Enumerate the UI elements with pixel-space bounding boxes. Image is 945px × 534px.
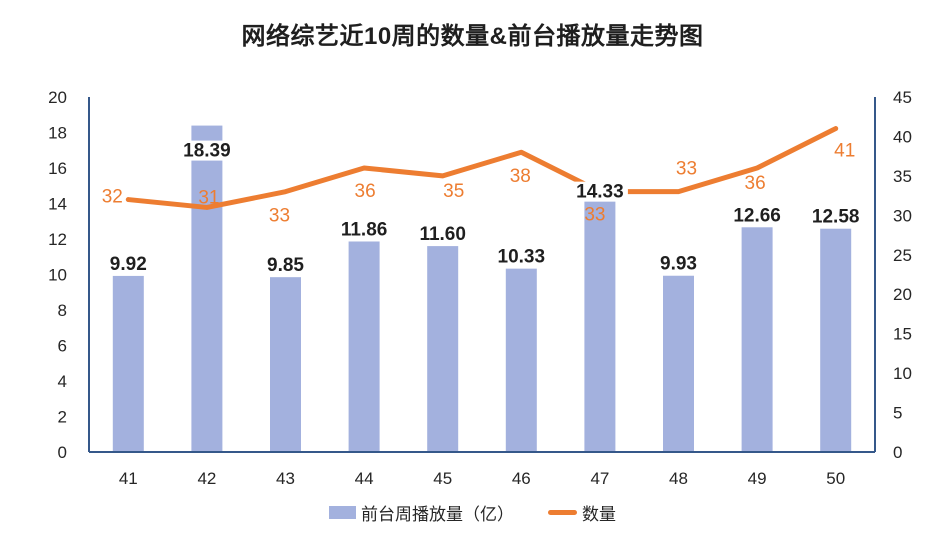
right-axis-tick: 0 <box>893 443 902 462</box>
left-axis-tick: 16 <box>48 159 67 178</box>
line-label: 36 <box>355 181 376 202</box>
chart-legend: 前台周播放量（亿） 数量 <box>0 497 945 527</box>
bar-label-bg <box>262 255 309 276</box>
right-axis-tick: 40 <box>893 127 912 146</box>
left-axis-tick: 14 <box>48 195 67 214</box>
bar-label-bg <box>807 206 864 227</box>
x-axis-label: 48 <box>669 469 688 488</box>
bar-label-bg <box>493 246 550 267</box>
right-axis-tick: 35 <box>893 167 912 186</box>
x-axis-label: 50 <box>826 469 845 488</box>
bar-week-45 <box>427 246 459 452</box>
bar-label: 9.85 <box>267 255 304 276</box>
bar-label-bg <box>414 224 471 245</box>
x-axis-label: 45 <box>433 469 452 488</box>
x-axis-label: 46 <box>512 469 531 488</box>
left-axis-tick: 12 <box>48 230 67 249</box>
bar-label-bg <box>729 205 786 226</box>
left-axis-tick: 6 <box>58 337 67 356</box>
bar-week-46 <box>505 268 537 452</box>
right-axis-tick: 45 <box>893 88 912 107</box>
line-label: 31 <box>198 187 219 208</box>
bar-week-49 <box>741 227 773 452</box>
bar-week-43 <box>270 277 301 452</box>
line-label: 33 <box>269 206 290 227</box>
left-axis-tick: 8 <box>58 301 67 320</box>
x-axis-label: 47 <box>590 469 609 488</box>
line-label: 33 <box>676 159 697 180</box>
bar-label: 12.66 <box>733 205 781 226</box>
bar-label: 11.60 <box>419 224 466 245</box>
bar-label: 9.92 <box>110 254 147 275</box>
bar-label-bg <box>571 181 628 202</box>
bar-week-41 <box>112 275 144 452</box>
line-series-path <box>125 126 839 210</box>
line-label: 35 <box>443 181 464 202</box>
bar-label: 10.33 <box>498 247 546 268</box>
bar-series-swatch <box>329 505 356 519</box>
bar-week-50 <box>820 228 852 452</box>
bar-label: 11.86 <box>341 219 388 240</box>
right-axis-tick: 20 <box>893 285 912 304</box>
bar-label-bg <box>336 219 393 240</box>
left-axis-tick: 20 <box>48 88 67 107</box>
bar-label: 14.33 <box>576 182 624 203</box>
right-axis-tick: 25 <box>893 246 912 265</box>
x-axis-label: 42 <box>197 469 216 488</box>
left-axis-tick: 0 <box>58 443 67 462</box>
bar-series-label: 前台周播放量（亿） <box>361 504 514 524</box>
bar-label-bg <box>105 253 152 274</box>
left-axis-tick: 10 <box>48 266 67 285</box>
x-axis-label: 44 <box>355 469 374 488</box>
right-axis-tick: 30 <box>893 206 912 225</box>
left-axis-tick: 4 <box>58 372 67 391</box>
x-axis-label: 43 <box>276 469 295 488</box>
bar-label-bg <box>655 253 702 274</box>
line-label: 41 <box>834 141 855 162</box>
line-series-label: 数量 <box>582 504 616 524</box>
x-axis-label: 49 <box>748 469 767 488</box>
bar-label: 12.58 <box>812 207 860 228</box>
line-label: 36 <box>745 173 766 194</box>
chart-title: 网络综艺近10周的数量&前台播放量走势图 <box>241 23 704 50</box>
legend-item-bar-series: 前台周播放量（亿） <box>329 500 514 525</box>
line-label: 32 <box>102 187 123 208</box>
bar-label: 18.39 <box>183 141 231 162</box>
right-axis-tick: 5 <box>893 404 902 423</box>
bar-week-48 <box>663 275 694 452</box>
bar-week-47 <box>584 197 616 452</box>
left-axis-tick: 18 <box>48 124 67 143</box>
bar-week-44 <box>348 241 380 452</box>
left-axis-tick: 2 <box>58 408 67 427</box>
line-label: 33 <box>584 205 605 226</box>
legend-item-line-series: 数量 <box>548 500 616 525</box>
bar-label: 9.93 <box>660 254 697 275</box>
bar-week-42 <box>191 125 223 452</box>
right-axis-tick: 15 <box>893 325 912 344</box>
x-axis-label: 41 <box>119 469 138 488</box>
bar-label-bg <box>178 140 235 161</box>
right-axis-tick: 10 <box>893 364 912 383</box>
line-series-swatch <box>548 509 577 515</box>
line-label: 38 <box>510 166 531 187</box>
